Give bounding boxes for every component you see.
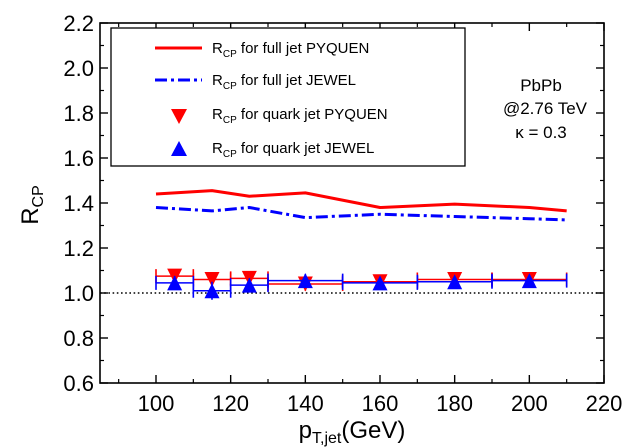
y-axis-title: RCP [17, 185, 47, 225]
tick-labels: 100 120 140 160 180 200 220 0.6 0.8 1.0 1.2 1.4 1.6 1… [63, 11, 622, 416]
x-tick-label: 160 [362, 391, 399, 416]
series-line-1 [155, 206, 567, 222]
y-tick-label: 1.6 [63, 146, 94, 171]
y-tick-label: 2.0 [63, 56, 94, 81]
legend-label-full-jewel: RCP for full jet JEWEL [212, 72, 356, 92]
legend-box [110, 27, 466, 167]
legend-swatch-quark-pyquen [171, 109, 187, 124]
x-tick-label: 220 [586, 391, 623, 416]
data-point-marker [204, 272, 220, 287]
y-tick-label: 1.8 [63, 101, 94, 126]
data-point-marker [372, 275, 388, 291]
data-point-marker [297, 273, 313, 289]
legend-label-quark-pyquen: RCP for quark jet PYQUEN [212, 106, 388, 126]
x-axis-title: pT,jet(GeV) [299, 417, 406, 447]
legend: RCP for full jet PYQUEN RCP for full jet… [110, 27, 466, 167]
y-tick-label: 1.0 [63, 281, 94, 306]
legend-label-quark-jewel: RCP for quark jet JEWEL [212, 140, 374, 160]
data-point-marker [241, 277, 257, 293]
data-point-marker [167, 275, 183, 291]
data-point-marker [204, 283, 220, 299]
x-tick-label: 140 [287, 391, 324, 416]
annotation-kappa: κ = 0.3 [515, 123, 567, 142]
y-tick-label: 1.2 [63, 236, 94, 261]
y-tick-label: 0.6 [63, 371, 94, 396]
series-layer [155, 189, 568, 300]
annotation-energy: @2.76 TeV [503, 99, 588, 118]
x-tick-label: 120 [212, 391, 249, 416]
data-point-marker [447, 274, 463, 290]
annotation-collision-system: PbPb [520, 76, 562, 95]
y-tick-label: 1.4 [63, 191, 94, 216]
legend-swatch-quark-jewel [171, 141, 187, 156]
y-tick-label: 2.2 [63, 11, 94, 36]
data-point-marker [521, 273, 537, 289]
legend-label-full-pyquen: RCP for full jet PYQUEN [212, 40, 369, 60]
x-tick-label: 100 [138, 391, 175, 416]
y-tick-label: 0.8 [63, 326, 94, 351]
x-tick-label: 180 [436, 391, 473, 416]
x-tick-label: 200 [511, 391, 548, 416]
series-line-0 [155, 189, 567, 213]
